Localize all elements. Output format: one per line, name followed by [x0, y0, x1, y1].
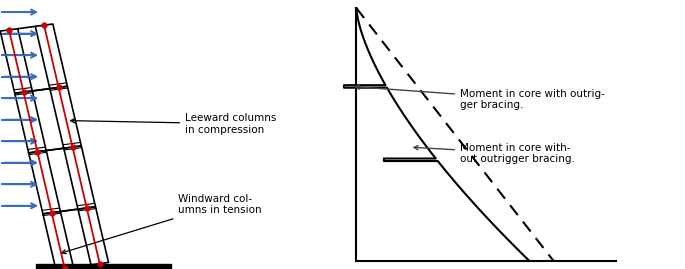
Text: Moment in core with outrig-
ger bracing.: Moment in core with outrig- ger bracing. [356, 85, 605, 110]
Text: Leeward columns
in compression: Leeward columns in compression [71, 113, 277, 134]
Text: Windward col-
umns in tension: Windward col- umns in tension [62, 194, 262, 254]
Text: Moment in core with-
out outrigger bracing.: Moment in core with- out outrigger braci… [414, 143, 575, 164]
